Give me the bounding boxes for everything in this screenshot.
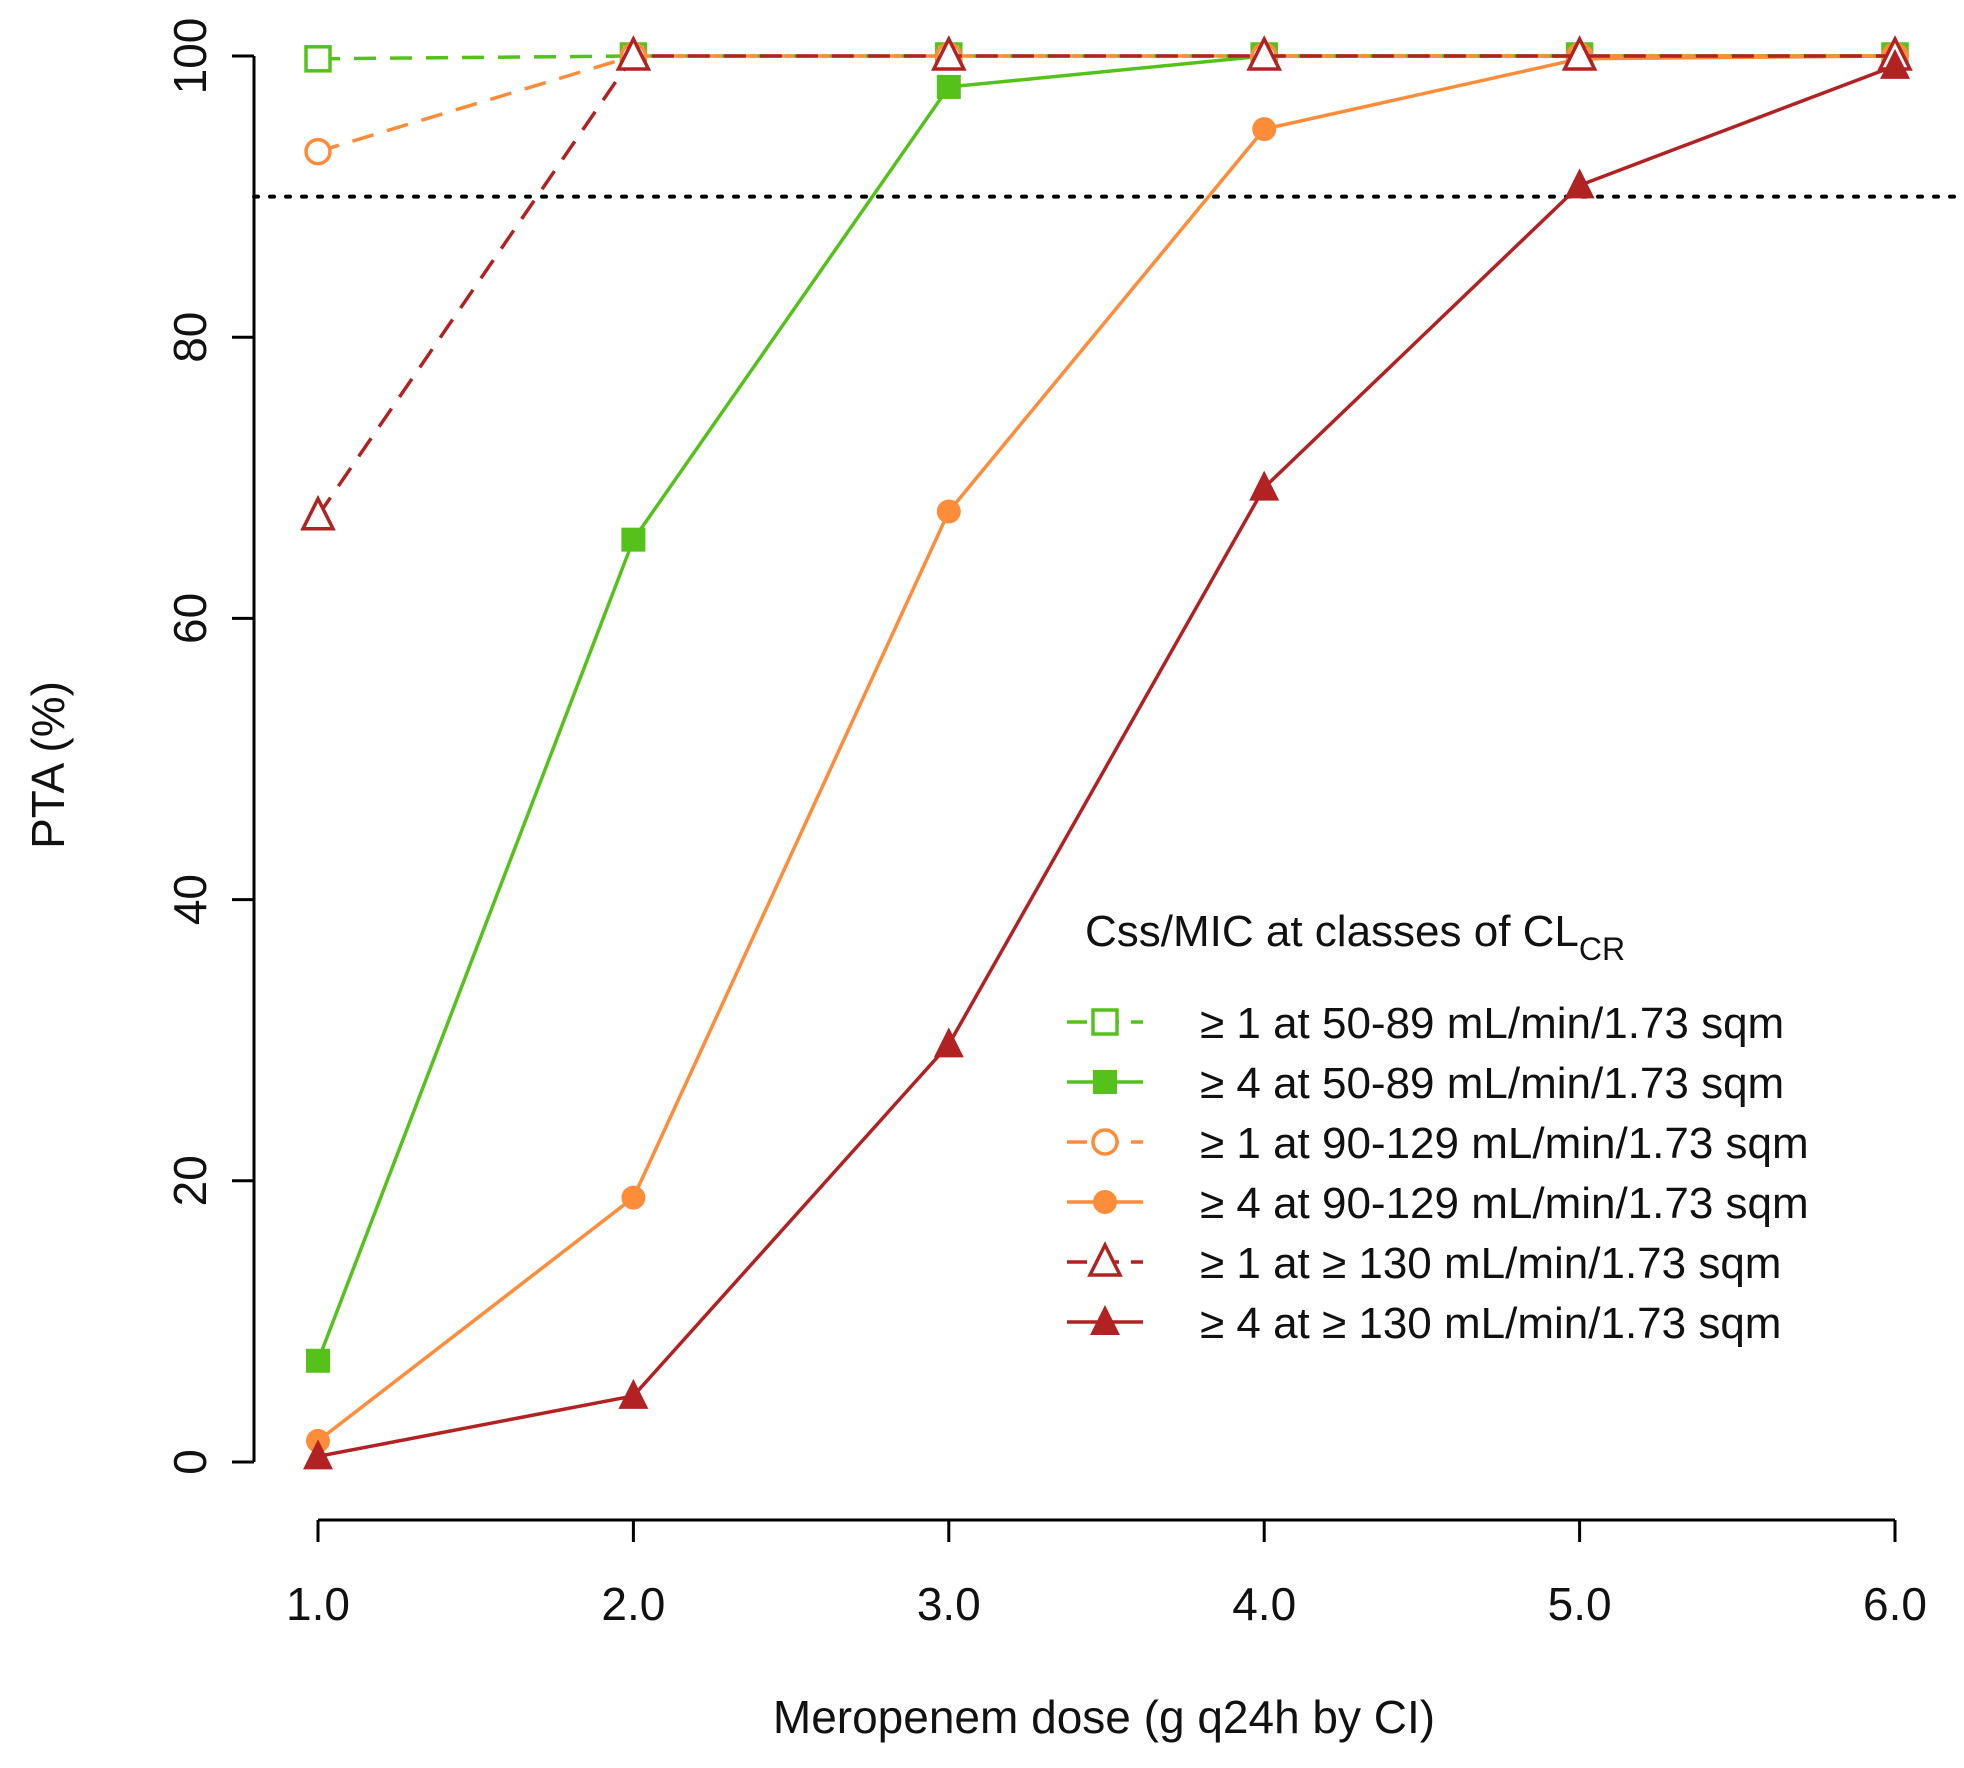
y-tick-label: 40 [164,874,216,925]
data-point [304,45,332,73]
legend-swatch-marker [1093,1070,1117,1094]
series-3 [304,42,1909,166]
data-point [621,1185,646,1210]
x-tick-label: 1.0 [286,1578,350,1630]
series-5 [300,35,1913,531]
x-tick-label: 6.0 [1863,1578,1927,1630]
legend-label: ≥ 4 at 50-89 mL/min/1.73 sqm [1200,1059,1784,1108]
y-tick-label: 80 [164,312,216,363]
data-point [304,137,332,166]
data-point [1246,35,1283,71]
y-tick-label: 20 [164,1155,216,1206]
data-point [615,35,652,71]
legend-item: ≥ 1 at 90-129 mL/min/1.73 sqm [1067,1119,1809,1168]
legend-item: ≥ 4 at 90-129 mL/min/1.73 sqm [1067,1179,1809,1228]
legend-title: Css/MIC at classes of CLCR [1085,907,1625,967]
x-tick-label: 3.0 [917,1578,981,1630]
series-6 [303,48,1910,1470]
data-point [936,74,961,99]
data-point [1561,35,1598,71]
legend-swatch-marker [1090,1305,1120,1335]
legend-item: ≥ 1 at ≥ 130 mL/min/1.73 sqm [1067,1239,1781,1288]
y-axis-title: PTA (%) [22,681,74,849]
data-point [306,1348,330,1373]
x-tick-label: 4.0 [1232,1578,1296,1630]
y-axis: 0 20 40 60 80 100 [164,18,256,1475]
legend-swatch-marker [1091,1008,1119,1036]
y-tick-label: 0 [164,1449,216,1475]
legend-swatch-marker [1091,1128,1119,1156]
data-point [1252,117,1277,142]
legend-label: ≥ 1 at 50-89 mL/min/1.73 sqm [1200,999,1784,1048]
legend-item: ≥ 1 at 50-89 mL/min/1.73 sqm [1067,999,1784,1048]
plot-area [300,35,1913,1470]
legend-title-subscript: CR [1579,931,1625,967]
series-2 [306,44,1907,1373]
series-line [316,54,1895,517]
data-point [1249,470,1280,501]
legend-label: ≥ 4 at ≥ 130 mL/min/1.73 sqm [1200,1299,1781,1348]
x-tick-label: 2.0 [601,1578,665,1630]
legend-label: ≥ 1 at ≥ 130 mL/min/1.73 sqm [1200,1239,1781,1288]
x-tick-label: 5.0 [1548,1578,1612,1630]
data-point [933,1027,964,1058]
legend: Css/MIC at classes of CLCR ≥ 1 at 50-89 … [1067,907,1809,1348]
data-point [1564,168,1595,199]
legend-swatch-marker [1087,1241,1123,1277]
series-line [317,64,1896,1459]
data-point [303,1439,333,1470]
legend-title-main: Css/MIC at classes of CL [1085,907,1579,956]
x-axis: 1.0 2.0 3.0 4.0 5.0 6.0 [286,1518,1927,1630]
y-tick-label: 100 [164,18,216,95]
legend-label: ≥ 4 at 90-129 mL/min/1.73 sqm [1200,1179,1809,1228]
data-point [621,527,646,552]
data-point [936,499,961,524]
series-line [316,54,1896,1443]
legend-item: ≥ 4 at 50-89 mL/min/1.73 sqm [1067,1059,1784,1108]
legend-swatch-marker [1093,1190,1117,1214]
series-line [317,54,1895,154]
legend-item: ≥ 4 at ≥ 130 mL/min/1.73 sqm [1067,1299,1781,1348]
data-point [618,1378,649,1409]
x-axis-title: Meropenem dose (g q24h by CI) [773,1691,1435,1743]
data-point [930,35,967,71]
y-tick-label: 60 [164,593,216,644]
data-point [1880,48,1910,79]
data-point [300,494,336,531]
legend-items: ≥ 1 at 50-89 mL/min/1.73 sqm ≥ 4 at 50-89… [1067,999,1809,1348]
legend-label: ≥ 1 at 90-129 mL/min/1.73 sqm [1200,1119,1809,1168]
